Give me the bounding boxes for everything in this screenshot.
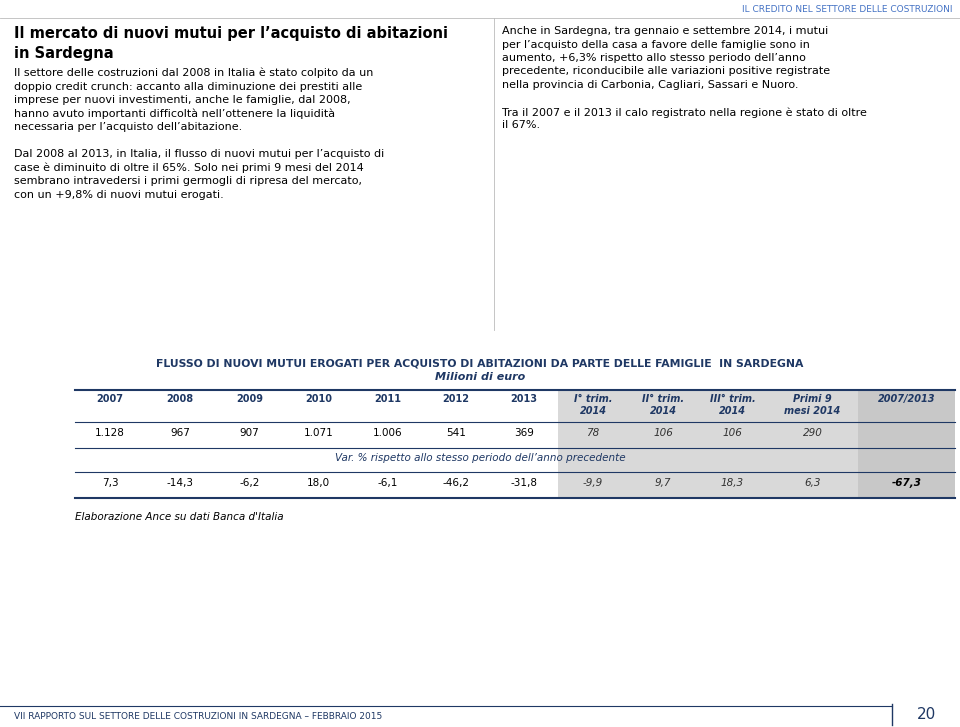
Text: -46,2: -46,2	[443, 478, 469, 488]
Text: 1.006: 1.006	[372, 428, 402, 438]
Text: Var. % rispetto allo stesso periodo dell’anno precedente: Var. % rispetto allo stesso periodo dell…	[335, 453, 625, 463]
Text: VII RAPPORTO SUL SETTORE DELLE COSTRUZIONI IN SARDEGNA – FEBBRAIO 2015: VII RAPPORTO SUL SETTORE DELLE COSTRUZIO…	[14, 712, 382, 721]
Text: I° trim.
2014: I° trim. 2014	[574, 394, 612, 417]
Text: nella provincia di Carbonia, Cagliari, Sassari e Nuoro.: nella provincia di Carbonia, Cagliari, S…	[502, 80, 799, 90]
Text: -9,9: -9,9	[583, 478, 603, 488]
Text: 20: 20	[917, 707, 936, 722]
Text: FLUSSO DI NUOVI MUTUI EROGATI PER ACQUISTO DI ABITAZIONI DA PARTE DELLE FAMIGLIE: FLUSSO DI NUOVI MUTUI EROGATI PER ACQUIS…	[156, 358, 804, 368]
Text: 2010: 2010	[305, 394, 332, 404]
Text: Elaborazione Ance su dati Banca d'Italia: Elaborazione Ance su dati Banca d'Italia	[75, 512, 283, 522]
Text: con un +9,8% di nuovi mutui erogati.: con un +9,8% di nuovi mutui erogati.	[14, 190, 224, 199]
Text: sembrano intravedersi i primi germogli di ripresa del mercato,: sembrano intravedersi i primi germogli d…	[14, 176, 362, 186]
Bar	[858, 390, 955, 498]
Text: -31,8: -31,8	[511, 478, 538, 488]
Text: Milioni di euro: Milioni di euro	[435, 372, 525, 382]
Text: 1.128: 1.128	[95, 428, 125, 438]
Text: 2012: 2012	[443, 394, 469, 404]
Text: 2011: 2011	[374, 394, 401, 404]
Text: 2008: 2008	[166, 394, 194, 404]
Text: per l’acquisto della casa a favore delle famiglie sono in: per l’acquisto della casa a favore delle…	[502, 39, 810, 49]
Text: -14,3: -14,3	[166, 478, 194, 488]
Text: aumento, +6,3% rispetto allo stesso periodo dell’anno: aumento, +6,3% rispetto allo stesso peri…	[502, 53, 805, 63]
Text: 106: 106	[723, 428, 742, 438]
Text: 2007: 2007	[97, 394, 124, 404]
Text: Il settore delle costruzioni dal 2008 in Italia è stato colpito da un: Il settore delle costruzioni dal 2008 in…	[14, 68, 373, 79]
Text: 106: 106	[653, 428, 673, 438]
Text: 18,3: 18,3	[721, 478, 744, 488]
Text: imprese per nuovi investimenti, anche le famiglie, dal 2008,: imprese per nuovi investimenti, anche le…	[14, 95, 350, 105]
Text: 2007/2013: 2007/2013	[877, 394, 935, 404]
Text: -67,3: -67,3	[892, 478, 922, 488]
Text: Dal 2008 al 2013, in Italia, il flusso di nuovi mutui per l’acquisto di: Dal 2008 al 2013, in Italia, il flusso d…	[14, 149, 384, 159]
Text: 369: 369	[514, 428, 534, 438]
Text: hanno avuto importanti difficoltà nell’ottenere la liquidità: hanno avuto importanti difficoltà nell’o…	[14, 108, 335, 119]
Text: 967: 967	[170, 428, 190, 438]
Text: 18,0: 18,0	[307, 478, 330, 488]
Text: IL CREDITO NEL SETTORE DELLE COSTRUZIONI: IL CREDITO NEL SETTORE DELLE COSTRUZIONI	[741, 5, 952, 14]
Text: II° trim.
2014: II° trim. 2014	[642, 394, 684, 417]
Text: 1.071: 1.071	[303, 428, 333, 438]
Text: Tra il 2007 e il 2013 il calo registrato nella regione è stato di oltre: Tra il 2007 e il 2013 il calo registrato…	[502, 107, 867, 118]
Text: 541: 541	[446, 428, 466, 438]
Text: in Sardegna: in Sardegna	[14, 46, 113, 61]
Text: 6,3: 6,3	[804, 478, 821, 488]
Text: Anche in Sardegna, tra gennaio e settembre 2014, i mutui: Anche in Sardegna, tra gennaio e settemb…	[502, 26, 828, 36]
Text: Primi 9
mesi 2014: Primi 9 mesi 2014	[784, 394, 841, 417]
Text: doppio credit crunch: accanto alla diminuzione dei prestiti alle: doppio credit crunch: accanto alla dimin…	[14, 81, 362, 92]
Text: 290: 290	[803, 428, 823, 438]
Text: necessaria per l’acquisto dell’abitazione.: necessaria per l’acquisto dell’abitazion…	[14, 122, 242, 132]
Text: -6,1: -6,1	[377, 478, 397, 488]
Text: 78: 78	[587, 428, 600, 438]
Text: 2013: 2013	[511, 394, 538, 404]
Text: 2009: 2009	[236, 394, 263, 404]
Text: Il mercato di nuovi mutui per l’acquisto di abitazioni: Il mercato di nuovi mutui per l’acquisto…	[14, 26, 448, 41]
Text: precedente, riconducibile alle variazioni positive registrate: precedente, riconducibile alle variazion…	[502, 66, 830, 76]
Text: 9,7: 9,7	[655, 478, 671, 488]
Text: 907: 907	[240, 428, 259, 438]
Text: case è diminuito di oltre il 65%. Solo nei primi 9 mesi del 2014: case è diminuito di oltre il 65%. Solo n…	[14, 163, 364, 173]
Bar	[558, 390, 858, 498]
Text: il 67%.: il 67%.	[502, 121, 540, 131]
Text: III° trim.
2014: III° trim. 2014	[709, 394, 756, 417]
Text: 7,3: 7,3	[102, 478, 118, 488]
Text: -6,2: -6,2	[239, 478, 260, 488]
